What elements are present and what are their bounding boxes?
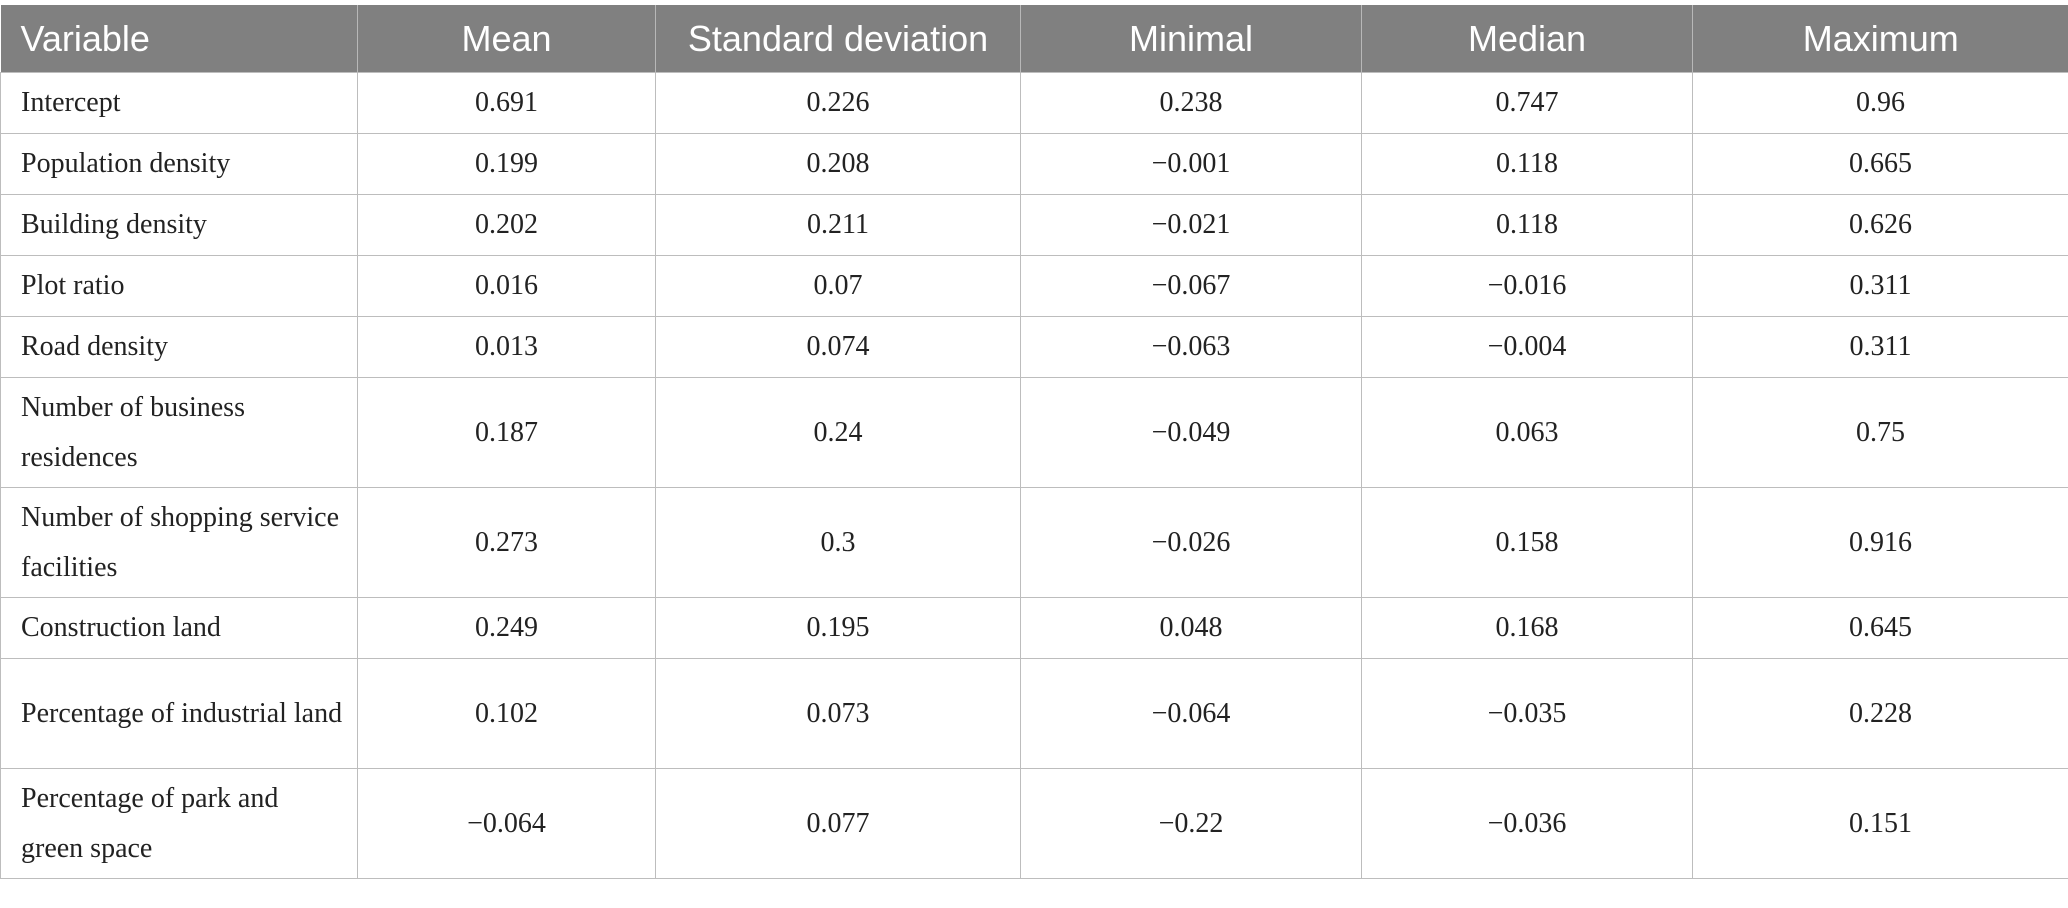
cell-sd: 0.074 (655, 316, 1021, 378)
cell-variable: Number of business residences (0, 377, 358, 488)
cell-min: −0.22 (1020, 768, 1362, 879)
cell-min: −0.064 (1020, 658, 1362, 769)
header-mean: Mean (357, 5, 656, 73)
table-row: Road density 0.013 0.074 −0.063 −0.004 0… (0, 316, 2068, 378)
cell-median: −0.035 (1361, 658, 1693, 769)
cell-max: 0.645 (1692, 597, 2068, 659)
table-row: Percentage of industrial land 0.102 0.07… (0, 658, 2068, 769)
cell-mean: 0.273 (357, 487, 656, 598)
table-row: Construction land 0.249 0.195 0.048 0.16… (0, 597, 2068, 659)
cell-min: −0.021 (1020, 194, 1362, 256)
cell-min: −0.026 (1020, 487, 1362, 598)
cell-min: −0.049 (1020, 377, 1362, 488)
cell-mean: −0.064 (357, 768, 656, 879)
cell-max: 0.311 (1692, 316, 2068, 378)
cell-median: 0.158 (1361, 487, 1693, 598)
cell-median: 0.118 (1361, 194, 1693, 256)
cell-max: 0.96 (1692, 72, 2068, 134)
table-row: Intercept 0.691 0.226 0.238 0.747 0.96 (0, 72, 2068, 134)
cell-min: −0.001 (1020, 133, 1362, 195)
cell-sd: 0.3 (655, 487, 1021, 598)
cell-median: 0.747 (1361, 72, 1693, 134)
cell-sd: 0.07 (655, 255, 1021, 317)
cell-sd: 0.24 (655, 377, 1021, 488)
cell-mean: 0.249 (357, 597, 656, 659)
cell-sd: 0.226 (655, 72, 1021, 134)
cell-variable: Plot ratio (0, 255, 358, 317)
cell-max: 0.151 (1692, 768, 2068, 879)
cell-sd: 0.195 (655, 597, 1021, 659)
cell-variable: Road density (0, 316, 358, 378)
cell-median: 0.168 (1361, 597, 1693, 659)
cell-mean: 0.102 (357, 658, 656, 769)
cell-mean: 0.199 (357, 133, 656, 195)
cell-max: 0.75 (1692, 377, 2068, 488)
header-minimal: Minimal (1020, 5, 1362, 73)
cell-variable: Intercept (0, 72, 358, 134)
table-row: Percentage of park and green space −0.06… (0, 768, 2068, 879)
cell-median: −0.004 (1361, 316, 1693, 378)
cell-median: 0.063 (1361, 377, 1693, 488)
cell-mean: 0.202 (357, 194, 656, 256)
header-median: Median (1361, 5, 1693, 73)
cell-mean: 0.013 (357, 316, 656, 378)
table-header: Variable Mean Standard deviation Minimal… (0, 5, 2068, 73)
table-row: Building density 0.202 0.211 −0.021 0.11… (0, 194, 2068, 256)
cell-min: −0.067 (1020, 255, 1362, 317)
table-row: Number of shopping service facilities 0.… (0, 487, 2068, 598)
header-maximum: Maximum (1692, 5, 2068, 73)
cell-variable: Number of shopping service facilities (0, 487, 358, 598)
cell-sd: 0.077 (655, 768, 1021, 879)
cell-max: 0.665 (1692, 133, 2068, 195)
header-standard-deviation: Standard deviation (655, 5, 1021, 73)
cell-max: 0.311 (1692, 255, 2068, 317)
cell-variable: Construction land (0, 597, 358, 659)
cell-mean: 0.016 (357, 255, 656, 317)
cell-max: 0.228 (1692, 658, 2068, 769)
cell-variable: Building density (0, 194, 358, 256)
cell-sd: 0.211 (655, 194, 1021, 256)
cell-min: 0.238 (1020, 72, 1362, 134)
table-body: Intercept 0.691 0.226 0.238 0.747 0.96 P… (0, 72, 2068, 879)
cell-median: −0.036 (1361, 768, 1693, 879)
cell-max: 0.626 (1692, 194, 2068, 256)
cell-mean: 0.187 (357, 377, 656, 488)
cell-variable: Population density (0, 133, 358, 195)
cell-median: 0.118 (1361, 133, 1693, 195)
cell-mean: 0.691 (357, 72, 656, 134)
header-variable: Variable (0, 5, 358, 73)
cell-sd: 0.208 (655, 133, 1021, 195)
header-row: Variable Mean Standard deviation Minimal… (0, 5, 2068, 73)
table-row: Population density 0.199 0.208 −0.001 0.… (0, 133, 2068, 195)
table-row: Number of business residences 0.187 0.24… (0, 377, 2068, 488)
cell-min: 0.048 (1020, 597, 1362, 659)
table-row: Plot ratio 0.016 0.07 −0.067 −0.016 0.31… (0, 255, 2068, 317)
cell-max: 0.916 (1692, 487, 2068, 598)
cell-variable: Percentage of park and green space (0, 768, 358, 879)
cell-min: −0.063 (1020, 316, 1362, 378)
cell-variable: Percentage of industrial land (0, 658, 358, 769)
cell-median: −0.016 (1361, 255, 1693, 317)
cell-sd: 0.073 (655, 658, 1021, 769)
statistics-table: Variable Mean Standard deviation Minimal… (0, 5, 2068, 879)
